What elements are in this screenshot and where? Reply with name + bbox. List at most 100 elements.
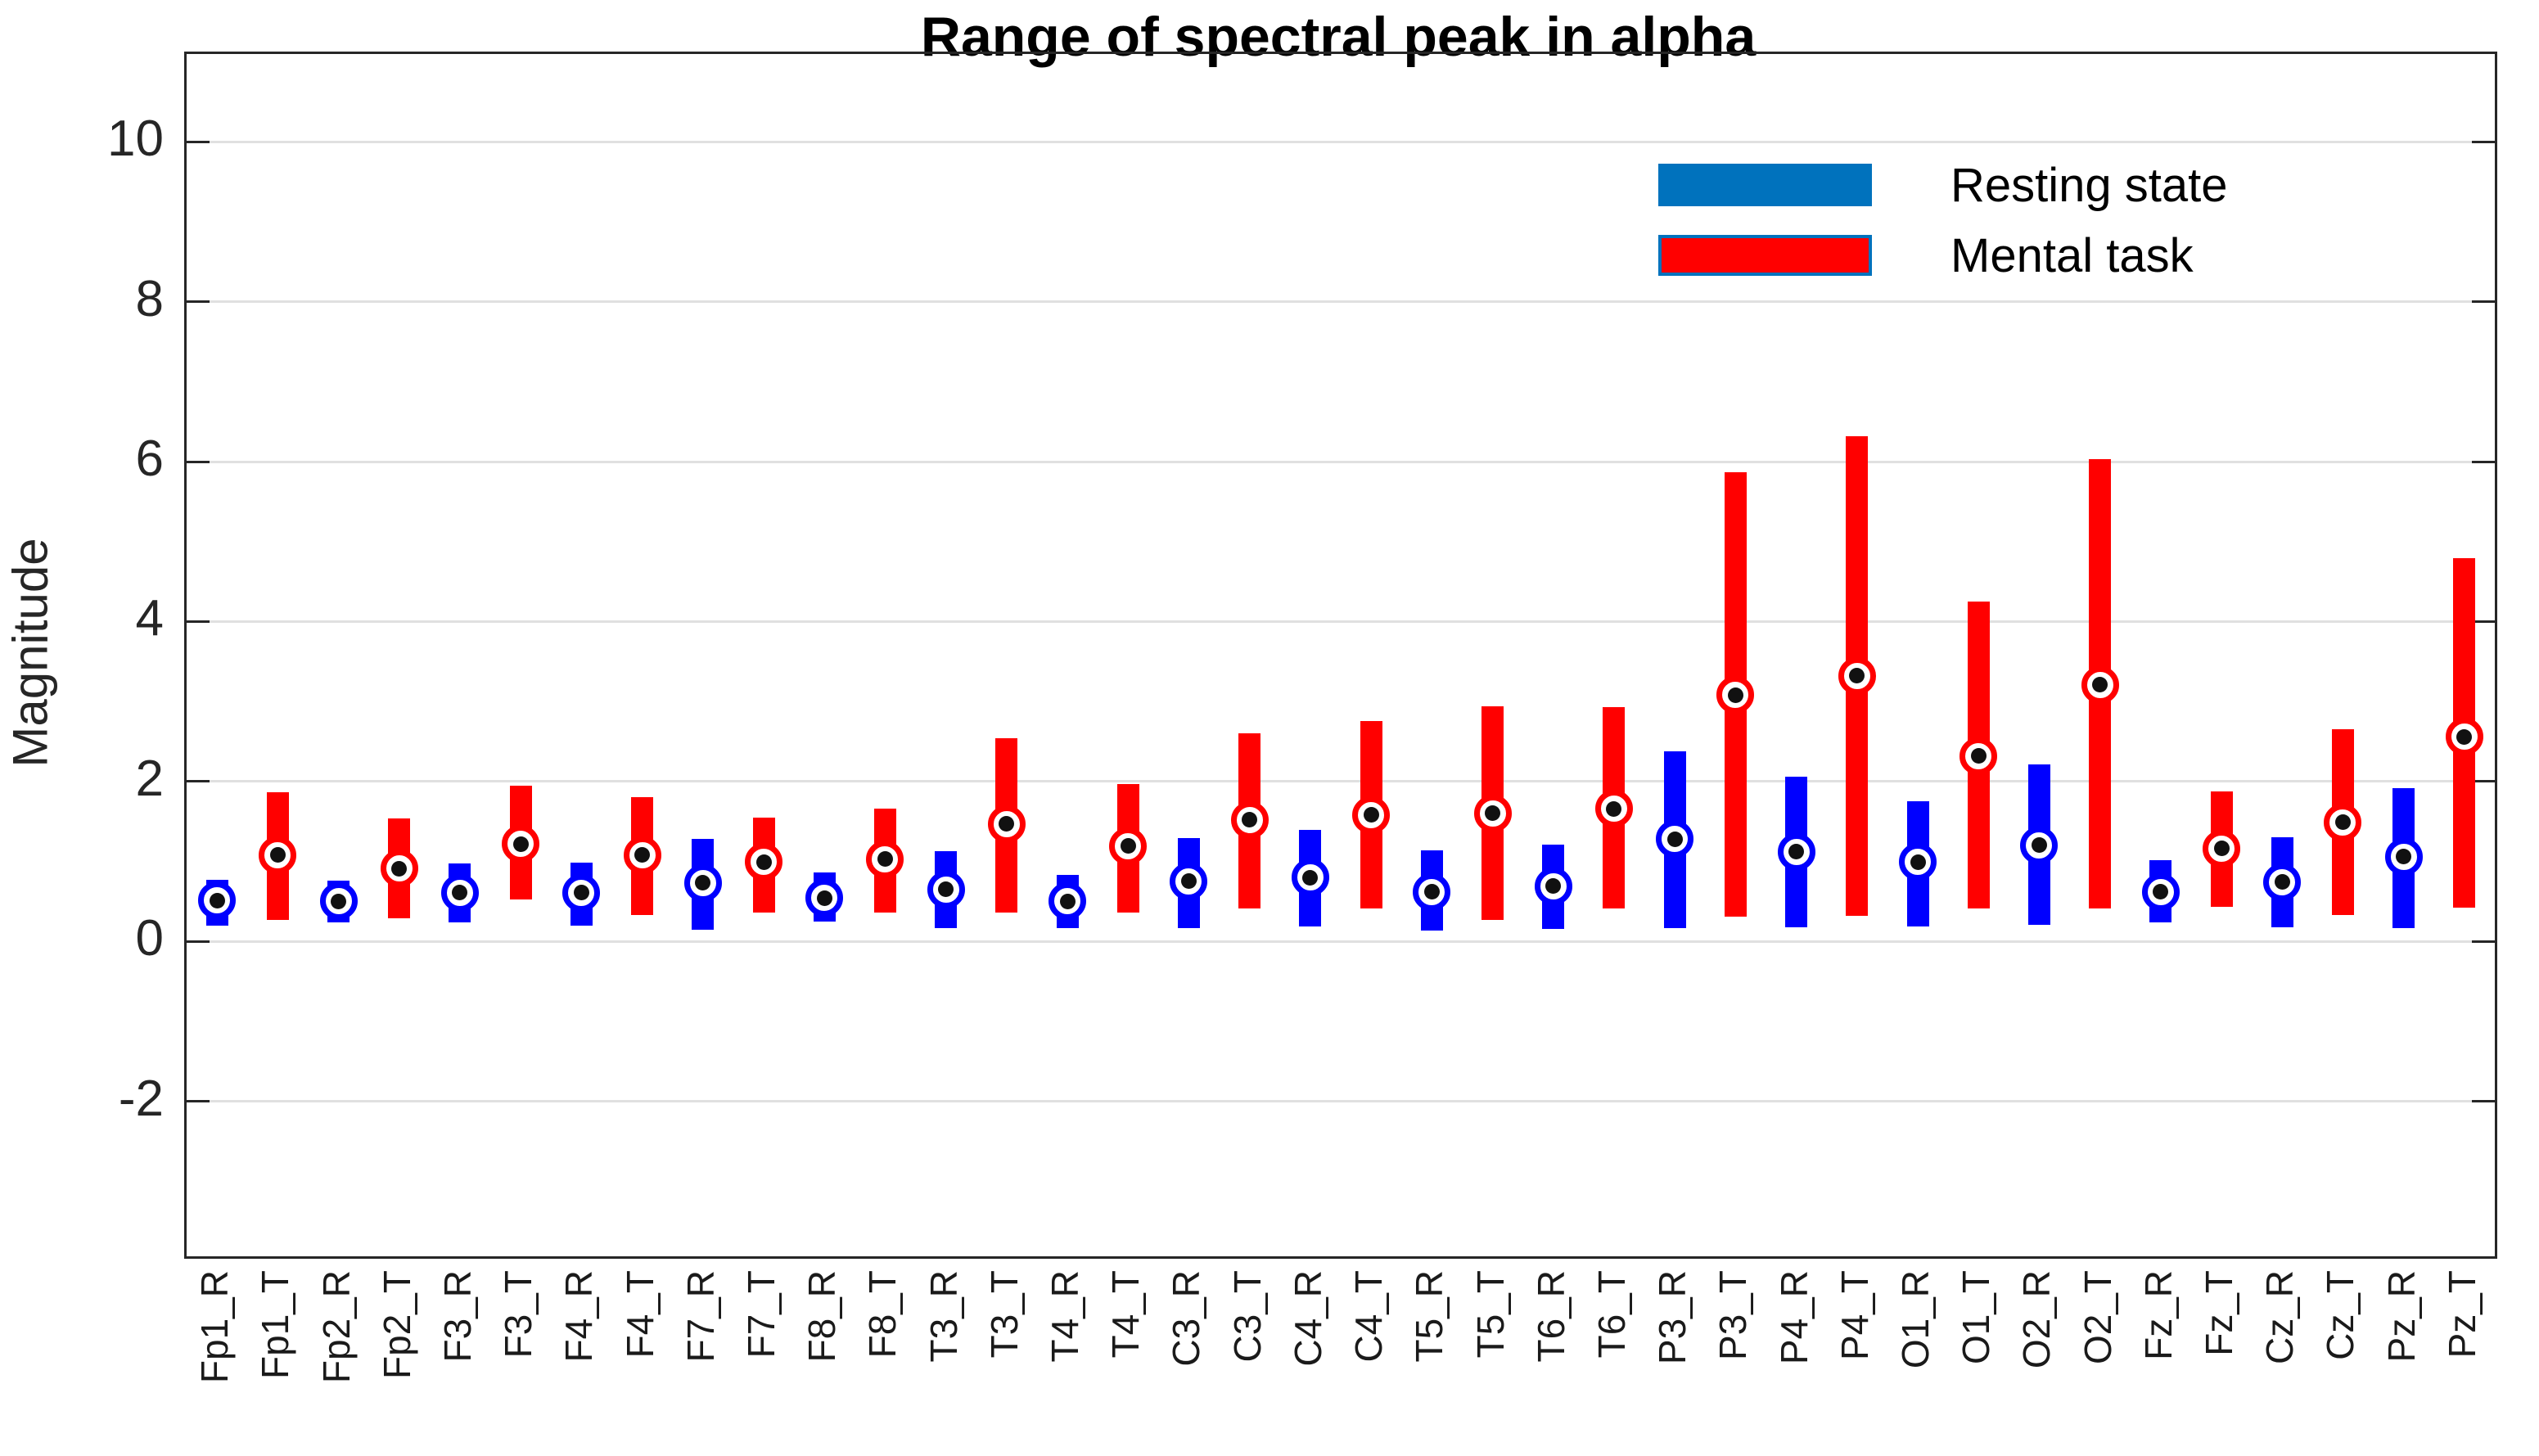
median-marker-F8_R: [805, 879, 844, 917]
x-tick-label-text: O1_T: [1955, 1270, 1998, 1365]
median-dot: [1180, 873, 1197, 890]
median-marker-Fp2_R: [319, 882, 358, 921]
median-marker-T4_R: [1049, 882, 1087, 921]
median-dot: [1666, 831, 1683, 847]
median-marker-T3_T: [987, 805, 1026, 843]
y-tick-label: 4: [135, 590, 164, 647]
median-marker-O2_R: [2020, 826, 2059, 864]
gridline: [187, 780, 2495, 783]
median-dot: [2334, 814, 2351, 831]
median-marker-P3_T: [1716, 676, 1755, 714]
median-marker-P4_R: [1777, 832, 1815, 871]
median-dot: [391, 860, 408, 877]
median-marker-Fp1_T: [259, 836, 297, 874]
x-tick-label-text: F7_R: [679, 1270, 722, 1363]
x-tick-label-text: F8_R: [800, 1270, 844, 1363]
y-tick-label: 2: [135, 750, 164, 807]
median-marker-Fz_T: [2203, 829, 2241, 868]
median-dot: [755, 854, 772, 870]
median-marker-T3_R: [927, 870, 965, 908]
x-tick-label-text: Fp2_R: [314, 1270, 358, 1384]
x-tick-label-text: F4_R: [557, 1270, 601, 1363]
median-marker-Pz_R: [2384, 837, 2423, 876]
gridline: [187, 620, 2495, 623]
y-tick: [2472, 940, 2495, 943]
median-marker-O1_T: [1959, 737, 1998, 775]
legend-label-task: Mental task: [1950, 228, 2194, 282]
median-dot: [999, 816, 1015, 832]
x-tick-label-text: F7_T: [740, 1270, 782, 1359]
median-marker-P3_R: [1656, 820, 1694, 859]
median-dot: [2153, 884, 2169, 900]
x-tick-label-text: C4_T: [1347, 1270, 1391, 1363]
median-marker-F8_T: [866, 840, 904, 878]
y-tick: [187, 140, 210, 143]
median-dot: [816, 890, 832, 906]
y-tick: [2472, 780, 2495, 783]
median-marker-F3_R: [440, 873, 479, 912]
median-marker-O2_T: [2081, 665, 2119, 704]
y-tick: [187, 780, 210, 783]
y-tick-label: 10: [107, 110, 164, 168]
median-dot: [1120, 838, 1136, 854]
y-tick: [187, 620, 210, 623]
x-tick-label-text: Pz_T: [2440, 1270, 2483, 1359]
gridline: [187, 940, 2495, 943]
x-tick-label-text: C3_R: [1165, 1270, 1208, 1367]
median-marker-Fz_R: [2141, 872, 2180, 911]
x-tick-label-text: T5_T: [1468, 1270, 1512, 1359]
plot-area: [184, 52, 2497, 1259]
median-dot: [1242, 812, 1258, 828]
median-dot: [2213, 841, 2230, 857]
y-tick: [2472, 620, 2495, 623]
y-tick-label: 0: [135, 910, 164, 967]
y-tick-label: 6: [135, 430, 164, 488]
median-dot: [269, 847, 286, 863]
y-tick: [187, 1100, 210, 1102]
median-dot: [1545, 878, 1562, 895]
gridline: [187, 300, 2495, 304]
x-tick-label-text: Fp1_T: [254, 1270, 297, 1379]
median-dot: [1485, 805, 1501, 822]
legend-label-resting: Resting state: [1950, 158, 2228, 212]
y-axis-label: Magnitude: [2, 538, 58, 768]
median-marker-F7_T: [745, 843, 782, 881]
x-tick-label-text: O1_R: [1894, 1270, 1937, 1369]
median-dot: [1727, 687, 1743, 703]
median-dot: [209, 892, 225, 908]
x-tick-label-text: P3_R: [1651, 1270, 1694, 1365]
median-marker-C3_T: [1230, 800, 1269, 839]
median-dot: [695, 875, 711, 891]
chart-title: Range of spectral peak in alpha: [920, 6, 1757, 68]
y-tick-label: 8: [135, 270, 164, 327]
y-tick: [2472, 460, 2495, 463]
median-marker-Cz_T: [2324, 803, 2362, 841]
median-dot: [1788, 844, 1805, 860]
x-tick-label-text: O2_T: [2076, 1270, 2119, 1365]
legend-swatch: [1658, 164, 1872, 206]
median-dot: [938, 881, 954, 898]
median-dot: [1423, 884, 1440, 900]
median-dot: [2092, 677, 2108, 693]
median-dot: [1910, 854, 1926, 870]
x-tick-label-text: C3_T: [1225, 1270, 1269, 1363]
x-tick-label-text: Fz_T: [2198, 1270, 2241, 1356]
median-dot: [2396, 849, 2412, 865]
median-marker-C4_T: [1352, 796, 1391, 834]
median-marker-P4_T: [1838, 656, 1876, 695]
median-dot: [1059, 893, 1076, 909]
x-tick-label-text: T3_R: [922, 1270, 965, 1363]
median-marker-C3_R: [1170, 862, 1208, 900]
median-marker-F7_R: [683, 863, 722, 902]
legend-swatch: [1658, 235, 1872, 276]
y-tick: [187, 940, 210, 943]
median-marker-F3_T: [502, 825, 540, 863]
median-marker-Cz_R: [2263, 863, 2302, 901]
median-marker-Fp2_T: [380, 850, 418, 888]
x-tick-label-text: O2_R: [2015, 1270, 2059, 1369]
median-dot: [1970, 748, 1987, 764]
median-dot: [1606, 800, 1622, 817]
y-tick: [2472, 300, 2495, 304]
median-dot: [512, 836, 529, 852]
